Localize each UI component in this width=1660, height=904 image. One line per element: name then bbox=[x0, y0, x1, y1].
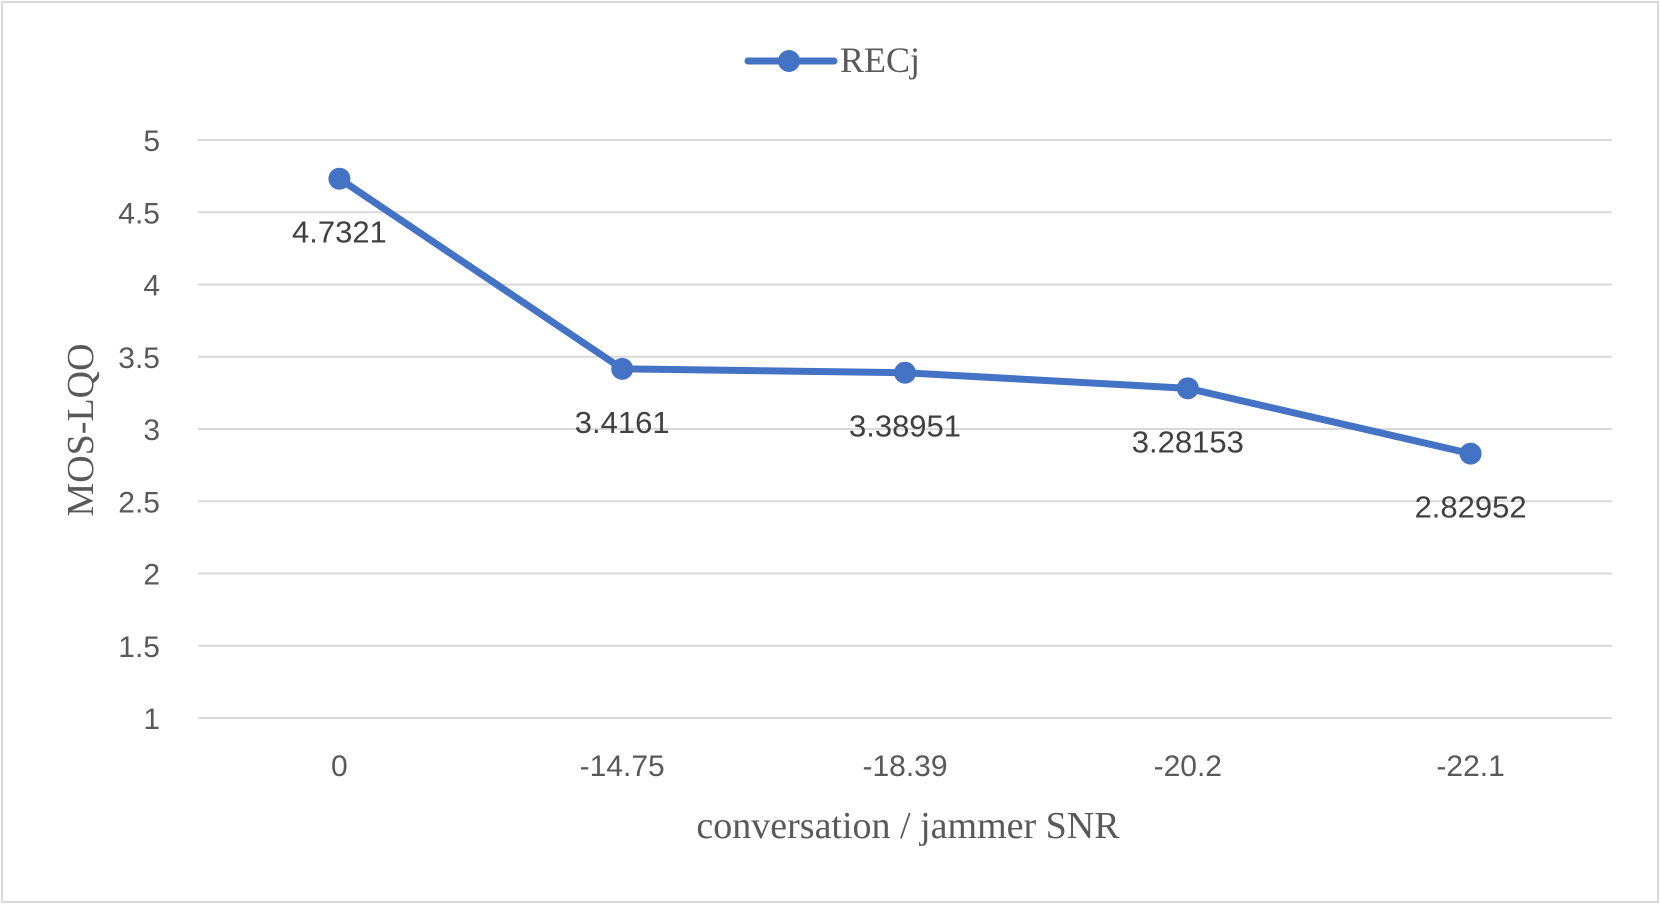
data-label: 3.4161 bbox=[575, 405, 670, 440]
y-tick-label: 1 bbox=[143, 703, 160, 736]
y-tick-label: 4 bbox=[143, 270, 160, 303]
x-tick-label: -20.2 bbox=[1154, 750, 1222, 783]
legend-label: RECj bbox=[840, 40, 920, 80]
data-point bbox=[1459, 442, 1482, 465]
y-tick-label: 5 bbox=[143, 125, 160, 158]
y-axis-title: MOS-LQO bbox=[60, 343, 102, 516]
y-tick-label: 1.5 bbox=[118, 631, 160, 664]
data-point bbox=[328, 167, 351, 190]
data-point bbox=[611, 357, 634, 380]
x-axis-title: conversation / jammer SNR bbox=[696, 805, 1120, 847]
x-tick-label: -22.1 bbox=[1436, 750, 1504, 783]
x-axis-ticks: 0 -14.75 -18.39 -20.2 -22.1 bbox=[331, 750, 1505, 783]
y-tick-label: 2.5 bbox=[118, 486, 160, 519]
legend: RECj bbox=[744, 40, 920, 80]
y-tick-label: 2 bbox=[143, 559, 160, 592]
data-label: 3.28153 bbox=[1132, 424, 1244, 459]
data-point bbox=[1176, 377, 1199, 400]
data-label: 2.82952 bbox=[1415, 490, 1527, 525]
data-label: 4.7321 bbox=[292, 215, 387, 250]
data-labels: 4.7321 3.4161 3.38951 3.28153 2.82952 bbox=[292, 215, 1527, 525]
data-label: 3.38951 bbox=[849, 409, 961, 444]
y-tick-label: 3 bbox=[143, 414, 160, 447]
series-layer bbox=[328, 167, 1482, 465]
legend-marker bbox=[778, 50, 800, 72]
x-tick-label: 0 bbox=[331, 750, 348, 783]
x-tick-label: -18.39 bbox=[862, 750, 947, 783]
gridlines bbox=[198, 139, 1612, 719]
y-tick-label: 4.5 bbox=[118, 197, 160, 230]
data-point bbox=[894, 361, 916, 384]
x-tick-label: -14.75 bbox=[580, 750, 665, 783]
y-tick-label: 3.5 bbox=[118, 342, 160, 375]
y-axis-ticks: 1 1.5 2 2.5 3 3.5 4 4.5 5 bbox=[118, 125, 160, 736]
